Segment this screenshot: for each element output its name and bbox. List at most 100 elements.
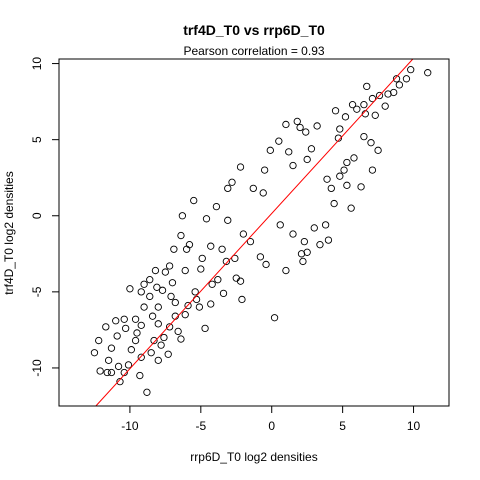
- data-point: [197, 265, 205, 273]
- data-point: [374, 146, 382, 154]
- y-axis-label: trf4D_T0 log2 densities: [2, 171, 16, 294]
- data-point: [107, 368, 116, 377]
- data-point: [192, 295, 201, 304]
- data-point: [259, 189, 267, 197]
- data-point: [146, 276, 154, 284]
- data-point: [293, 117, 301, 126]
- data-point: [275, 137, 283, 145]
- data-point: [185, 241, 194, 249]
- y-tick-label: 5: [30, 136, 44, 143]
- data-point: [112, 317, 120, 325]
- data-point: [158, 286, 167, 294]
- data-point: [336, 125, 344, 133]
- x-tick-label: 10: [407, 419, 421, 433]
- data-point: [178, 212, 187, 220]
- y-tick-label: -10: [30, 359, 44, 377]
- data-point: [154, 303, 162, 311]
- data-point: [131, 315, 140, 323]
- data-point: [260, 166, 269, 174]
- data-point: [363, 82, 371, 91]
- data-point: [324, 236, 333, 244]
- data-point: [104, 356, 113, 364]
- data-point: [137, 353, 145, 361]
- x-tick-label: -5: [195, 419, 206, 433]
- data-point: [249, 184, 257, 193]
- data-point: [371, 111, 379, 119]
- data-point: [190, 196, 198, 205]
- fit-line-layer: [95, 58, 414, 407]
- data-point: [191, 288, 199, 296]
- data-point: [360, 132, 368, 141]
- data-point: [143, 388, 151, 396]
- data-point: [184, 301, 192, 310]
- data-point: [160, 333, 168, 342]
- data-point: [340, 166, 348, 174]
- data-point: [154, 320, 162, 328]
- data-point: [239, 230, 248, 238]
- data-point: [114, 362, 123, 371]
- data-point: [218, 245, 226, 253]
- data-point: [212, 202, 221, 211]
- data-point: [198, 254, 206, 263]
- x-axis: -10 -5 0 5 10: [121, 406, 421, 433]
- data-point: [181, 266, 189, 275]
- data-point: [140, 303, 148, 311]
- data-point: [375, 91, 384, 100]
- data-point: [150, 336, 158, 345]
- data-point: [336, 172, 344, 180]
- data-point: [282, 266, 290, 275]
- data-point: [113, 332, 121, 340]
- data-point: [256, 253, 265, 261]
- data-point: [302, 128, 310, 136]
- y-tick-label: 10: [30, 57, 44, 71]
- data-point: [368, 94, 377, 103]
- data-point: [289, 161, 297, 170]
- data-point: [353, 105, 361, 113]
- data-point: [164, 350, 172, 358]
- data-point: [323, 175, 331, 183]
- data-point: [153, 283, 161, 291]
- data-point: [181, 311, 189, 319]
- data-point: [228, 178, 236, 186]
- data-point: [165, 262, 174, 270]
- data-point: [299, 257, 307, 266]
- data-point: [307, 145, 316, 153]
- data-point: [367, 139, 375, 147]
- data-point: [174, 327, 182, 336]
- data-point: [219, 289, 228, 298]
- data-point: [195, 303, 204, 311]
- data-point: [390, 88, 398, 97]
- data-point: [316, 241, 324, 249]
- data-point: [231, 254, 239, 263]
- data-point: [120, 368, 128, 377]
- data-point: [127, 346, 135, 354]
- data-point: [177, 231, 185, 240]
- data-point: [167, 292, 175, 301]
- data-point: [146, 292, 154, 301]
- data-point: [368, 166, 377, 174]
- data-point: [392, 75, 401, 83]
- data-point: [266, 146, 274, 154]
- data-point: [165, 323, 174, 331]
- x-tick-label: 5: [339, 419, 346, 433]
- data-point: [224, 216, 232, 224]
- data-point: [360, 101, 368, 109]
- data-point: [147, 349, 155, 357]
- data-point: [407, 66, 415, 74]
- data-point: [171, 298, 179, 307]
- data-point: [276, 221, 284, 229]
- data-point: [343, 158, 351, 167]
- chart-title: trf4D_T0 vs rrp6D_T0: [183, 22, 325, 38]
- data-point: [297, 250, 306, 258]
- data-point: [170, 245, 178, 253]
- data-point: [341, 113, 350, 121]
- data-point: [201, 324, 209, 333]
- data-point: [103, 368, 111, 377]
- data-point: [262, 260, 270, 269]
- data-point: [246, 237, 255, 246]
- data-point: [343, 181, 351, 189]
- y-axis: -10 -5 0 5 10: [30, 57, 59, 377]
- data-point: [107, 344, 116, 352]
- data-point: [395, 81, 404, 89]
